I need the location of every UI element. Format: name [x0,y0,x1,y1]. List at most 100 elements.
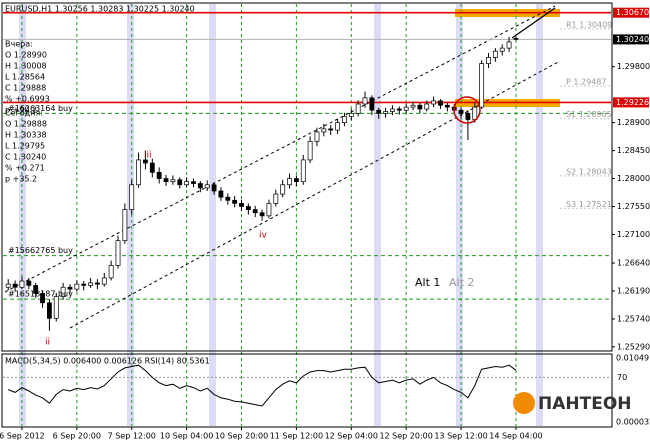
candle-body [266,203,272,217]
candle-body [225,196,231,201]
wave-label: iv [259,231,268,241]
candle-body [88,282,93,286]
candle-body [328,128,334,131]
indicator-label: MACD(5,34,5) 0.006400 0.006126 RSI(14) 8… [5,357,210,366]
candle-body [101,277,107,285]
info-line: p +90.2 [5,106,37,115]
candle-body [115,240,121,266]
candle-body [342,116,347,123]
chart-title: EURUSD,H1 1.30256 1.30283 1.30225 1.3024… [5,5,195,14]
candle-body [33,285,39,294]
info-line: H 1.30338 [5,131,47,140]
info-line: O 1.28990 [5,51,47,60]
candle-body [307,140,313,161]
info-line: L 1.29795 [5,142,45,151]
order-label: #16263164 buy [8,104,73,113]
session-band [456,4,463,426]
candle-body [149,162,155,173]
candle-body [74,283,80,290]
info-line: Вчера: [5,40,33,49]
x-tick-label: 7 Sep 12:00 [108,432,156,441]
plot [3,11,611,407]
candle-body [321,128,327,133]
logo: ПАНТЕОН [538,394,632,414]
wave-label: ii [45,338,50,348]
alt-label: Alt 2 [449,276,474,289]
pivot-label: S1 1.28965 [566,110,612,119]
candle-body [211,184,217,192]
grid [3,4,611,426]
candle-body [95,282,100,285]
indicator-line [8,364,517,407]
pivot-label: S2 1.28043 [566,167,612,176]
candle-body [81,283,87,286]
candle-body [218,190,224,198]
candle-body [26,280,32,286]
candle-body [287,178,292,186]
candle-body [46,302,52,319]
x-tick-label: 11 Sep 12:00 [270,432,323,441]
candle-body [376,109,382,114]
candle-body [355,103,361,114]
candle-body [465,112,471,120]
candle-body [293,178,299,183]
candle-body [19,280,25,288]
candle-body [129,184,135,210]
y-tick-label: 1.26190 [617,286,650,295]
info-line: p +35.2 [5,175,37,184]
session-band [536,4,543,426]
y-tick-label: 1.25740 [617,314,650,323]
y-tick-label: 1.26640 [617,259,650,268]
highlight-circle [453,96,481,124]
session-band [209,4,216,426]
candle-body [396,108,402,111]
candle-body [239,203,244,207]
y-tick-label: 1.27100 [617,230,650,239]
level-tag [613,7,649,18]
candle-body [513,38,519,40]
candle-body [184,181,190,186]
x-tick-label: 6 Sep 20:00 [53,432,101,441]
x-tick-label: 13 Sep 12:00 [434,432,487,441]
candle-body [273,193,279,204]
candle-body [170,179,176,183]
candle-body [5,283,11,288]
pivot-label: S3 1.27521 [566,200,612,209]
candle-body [177,179,183,186]
indicator-axis-label: 0.000032 [616,418,650,427]
candle-body [444,104,450,108]
candle-body [499,47,505,52]
pivot-label: P 1.29487 [566,78,606,87]
candle-body [410,104,416,108]
candle-body [506,41,512,49]
candle-body [431,100,437,105]
indicator-frame [1,353,613,428]
candle-body [383,111,388,114]
x-tick-label: 10 Sep 04:00 [160,432,213,441]
candle-body [12,283,18,288]
candle-body [479,63,485,108]
level-tag [613,97,649,108]
info-line: % +0.271 [5,164,45,173]
candle-body [424,103,430,110]
main-frame [1,2,613,352]
x-tick-label: 10 Sep 20:00 [215,432,268,441]
candle-body [492,50,498,58]
indicator-tick-label: 70 [617,373,627,382]
order-label: #16518187 buy [8,290,73,299]
session-band [127,4,134,426]
current-price-label: 1.30240 [616,35,649,44]
info-line: Сегодня: [5,109,43,118]
session-band [374,4,381,426]
candle-body [197,183,203,189]
candle-body [472,106,478,120]
candle-body [245,206,251,210]
candle-body [300,159,306,183]
candle-body [163,178,169,183]
candle-body [40,293,45,304]
info-line: C 1.29888 [5,84,46,93]
y-tick-label: 1.27550 [617,202,650,211]
channel-line [4,5,556,293]
y-tick-label: 1.28000 [617,174,650,183]
